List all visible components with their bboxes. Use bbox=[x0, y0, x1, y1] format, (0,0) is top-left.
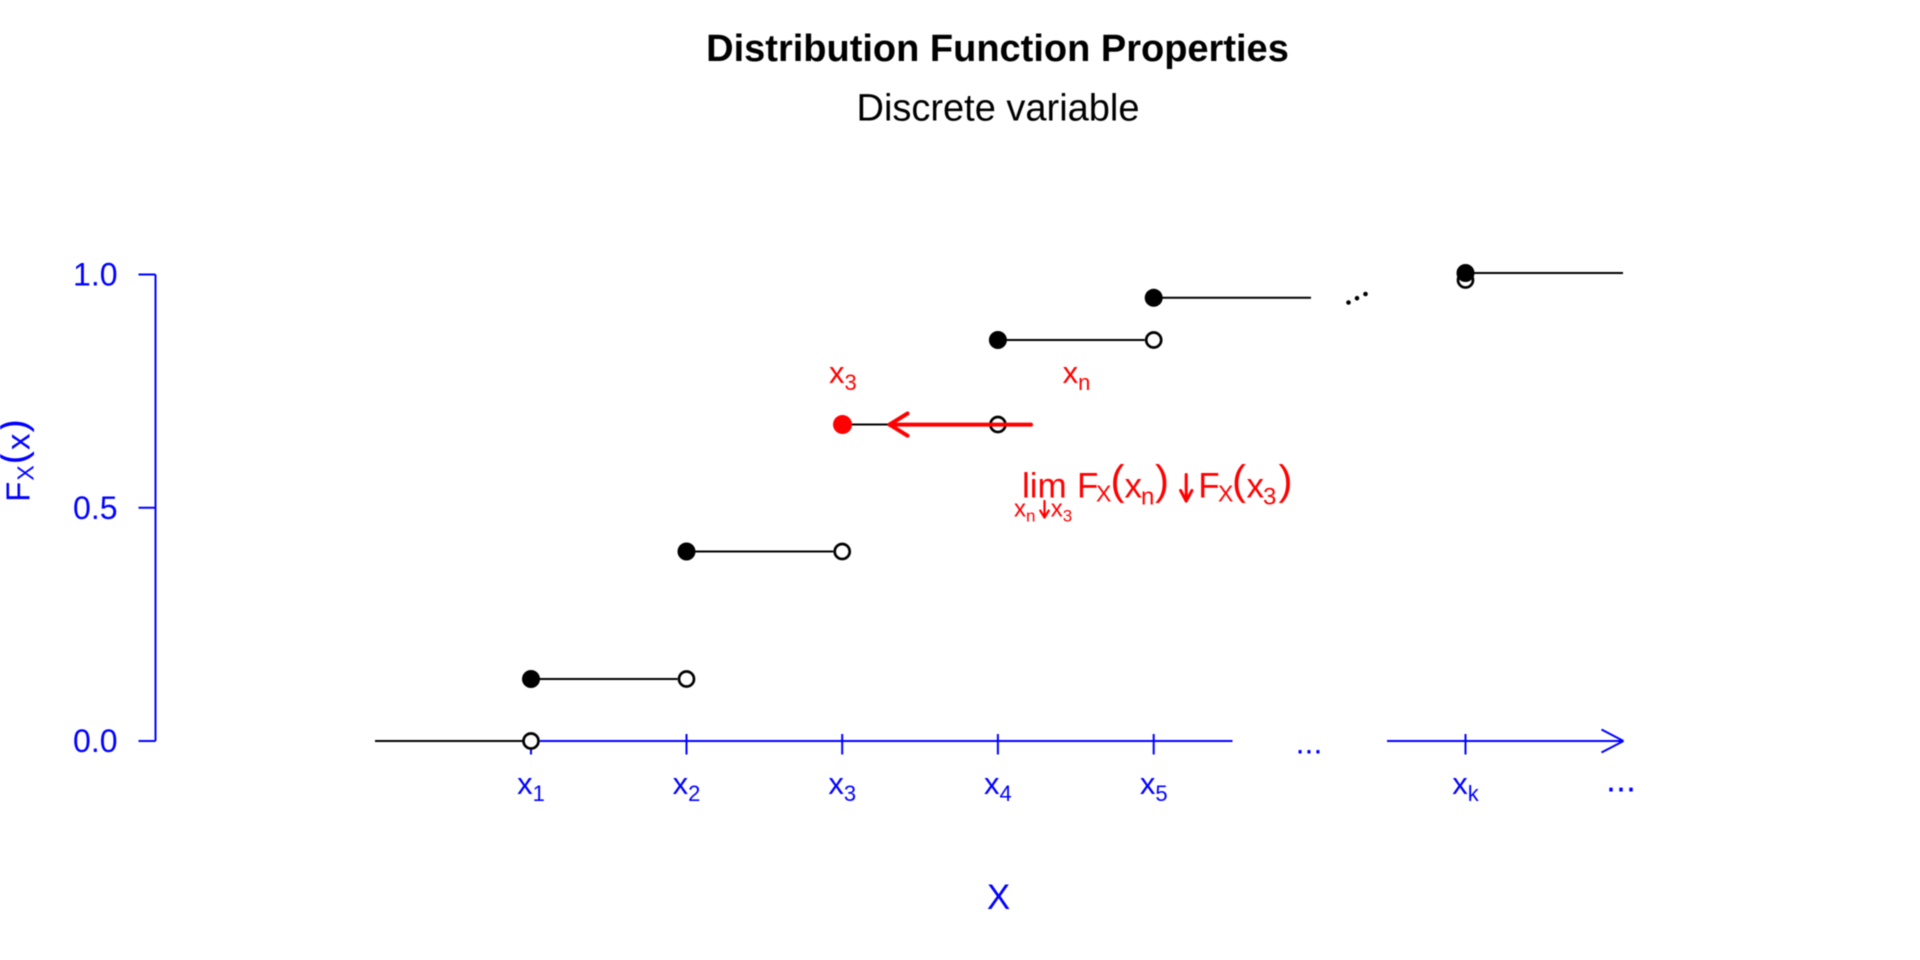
svg-text:FX(x): FX(x) bbox=[0, 418, 39, 502]
svg-text:0.5: 0.5 bbox=[73, 490, 117, 526]
svg-text:lim: lim bbox=[1022, 467, 1067, 506]
svg-text:...: ... bbox=[1296, 725, 1323, 761]
svg-text:x2: x2 bbox=[673, 766, 701, 806]
svg-text:0.0: 0.0 bbox=[73, 723, 117, 759]
svg-text:1.0: 1.0 bbox=[73, 257, 117, 293]
svg-text:X: X bbox=[987, 878, 1010, 917]
svg-text:...: ... bbox=[1606, 759, 1636, 800]
svg-text:Discrete variable: Discrete variable bbox=[857, 88, 1140, 130]
svg-text:Distribution Function Properti: Distribution Function Properties bbox=[706, 28, 1289, 70]
